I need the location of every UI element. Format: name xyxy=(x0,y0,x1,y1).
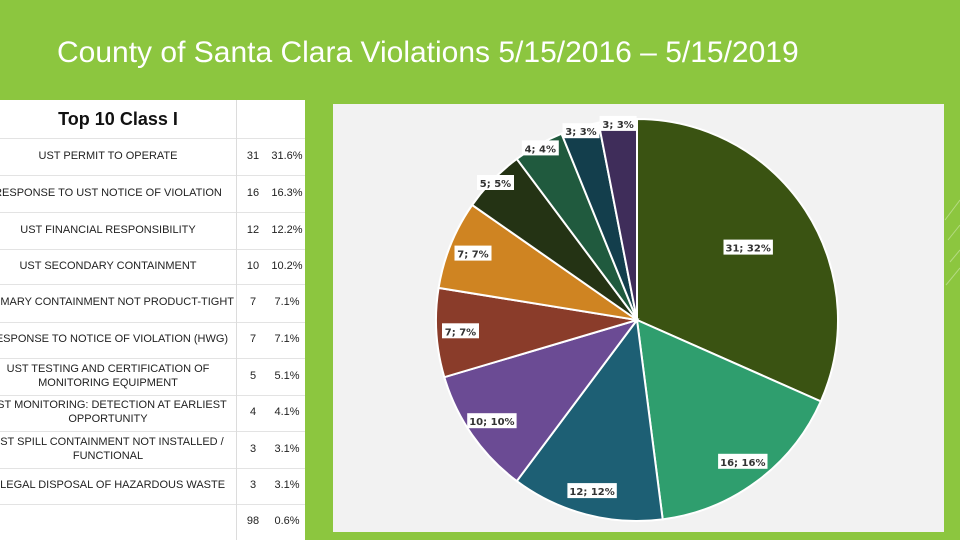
data-label: 3; 3% xyxy=(565,127,596,138)
violation-name: RESPONSE TO UST NOTICE OF VIOLATION xyxy=(0,175,237,212)
data-label-bg xyxy=(723,239,773,255)
data-label: 7; 7% xyxy=(445,327,476,338)
pie-chart: 31; 32% 16; 16% 12; 12% 10; 10% 7; 7% 7; 7% 5;… xyxy=(435,115,839,522)
violation-pct: 7.1% xyxy=(274,296,300,309)
data-label: 5; 5% xyxy=(480,179,511,190)
pie-slice xyxy=(515,317,664,522)
table-row: UST PERMIT TO OPERATE 31 31.6% xyxy=(0,138,305,176)
violation-pct: 5.1% xyxy=(274,369,300,382)
violation-count: 3 xyxy=(249,442,257,455)
data-label: 4; 4% xyxy=(525,144,556,155)
data-label-bg xyxy=(599,115,637,131)
violation-name: PRIMARY CONTAINMENT NOT PRODUCT-TIGHT xyxy=(0,284,237,322)
violation-name: UST FINANCIAL RESPONSIBILITY xyxy=(0,212,237,249)
table-total-row: 98 0.6% xyxy=(0,504,305,540)
table-header: Top 10 Class I xyxy=(0,100,237,138)
pie-slice xyxy=(636,117,839,403)
total-count: 98 xyxy=(246,515,260,528)
data-label-bg xyxy=(442,323,479,339)
violation-pct: 4.1% xyxy=(274,406,300,419)
violation-pct: 7.1% xyxy=(274,333,300,346)
violation-name: UST TESTING AND CERTIFICATION OF MONITOR… xyxy=(0,358,237,395)
data-label: 31; 32% xyxy=(726,244,771,255)
violation-count: 7 xyxy=(249,296,257,309)
data-label-bg xyxy=(567,483,617,499)
total-pct: 0.6% xyxy=(274,515,300,528)
table-row: UST FINANCIAL RESPONSIBILITY 12 12.2% xyxy=(0,212,305,250)
violation-pct: 3.1% xyxy=(274,479,300,492)
violation-count: 31 xyxy=(246,149,260,162)
data-label: 16; 16% xyxy=(720,458,765,469)
table-row: RESPONSE TO NOTICE OF VIOLATION (HWG) 7 … xyxy=(0,322,305,359)
table-header-row: Top 10 Class I xyxy=(0,100,305,139)
violation-name: UST MONITORING: DETECTION AT EARLIEST OP… xyxy=(0,395,237,431)
violation-name: ILLEGAL DISPOSAL OF HAZARDOUS WASTE xyxy=(0,468,237,504)
table-row: UST MONITORING: DETECTION AT EARLIEST OP… xyxy=(0,395,305,432)
table-row: UST SECONDARY CONTAINMENT 10 10.2% xyxy=(0,249,305,285)
slide-title: County of Santa Clara Violations 5/15/20… xyxy=(57,36,799,69)
violation-pct: 12.2% xyxy=(271,223,303,236)
data-label-bg xyxy=(477,175,514,190)
violation-name: RESPONSE TO NOTICE OF VIOLATION (HWG) xyxy=(0,322,237,358)
violation-count: 4 xyxy=(249,406,257,419)
violation-count: 10 xyxy=(246,259,260,272)
data-label-bg xyxy=(718,453,768,469)
table-header-pct xyxy=(269,100,305,138)
violations-table: Top 10 Class I UST PERMIT TO OPERATE 31 … xyxy=(0,100,305,540)
table-header-count xyxy=(237,100,269,138)
table-row: RESPONSE TO UST NOTICE OF VIOLATION 16 1… xyxy=(0,175,305,213)
data-label: 7; 7% xyxy=(457,250,488,261)
table-row: UST SPILL CONTAINMENT NOT INSTALLED / FU… xyxy=(0,431,305,469)
data-label: 10; 10% xyxy=(469,417,514,428)
pie-slice xyxy=(635,318,823,521)
violation-pct: 16.3% xyxy=(271,186,303,199)
violation-count: 16 xyxy=(246,186,260,199)
data-label-bg xyxy=(467,413,517,429)
data-label-bg xyxy=(562,123,600,139)
violation-pct: 3.1% xyxy=(274,442,300,455)
violation-name: UST SPILL CONTAINMENT NOT INSTALLED / FU… xyxy=(0,431,237,468)
violation-count: 12 xyxy=(246,223,260,236)
violation-name: UST SECONDARY CONTAINMENT xyxy=(0,249,237,284)
violation-name: UST PERMIT TO OPERATE xyxy=(0,138,237,175)
total-label xyxy=(0,504,237,540)
table-row: UST TESTING AND CERTIFICATION OF MONITOR… xyxy=(0,358,305,396)
table-row: PRIMARY CONTAINMENT NOT PRODUCT-TIGHT 7 … xyxy=(0,284,305,323)
table-row: ILLEGAL DISPOSAL OF HAZARDOUS WASTE 3 3.… xyxy=(0,468,305,505)
violation-pct: 10.2% xyxy=(271,259,303,272)
data-label: 3; 3% xyxy=(602,120,633,131)
data-label: 12; 12% xyxy=(569,487,614,498)
violation-count: 5 xyxy=(249,369,257,382)
data-label-bg xyxy=(521,140,559,156)
data-label-bg xyxy=(454,245,492,261)
violation-count: 7 xyxy=(249,333,257,346)
violation-pct: 31.6% xyxy=(271,149,303,162)
chart-panel: 31; 32% 16; 16% 12; 12% 10; 10% 7; 7% 7; 7% 5;… xyxy=(333,104,944,532)
violation-count: 3 xyxy=(249,479,257,492)
pie-slice xyxy=(443,318,640,483)
